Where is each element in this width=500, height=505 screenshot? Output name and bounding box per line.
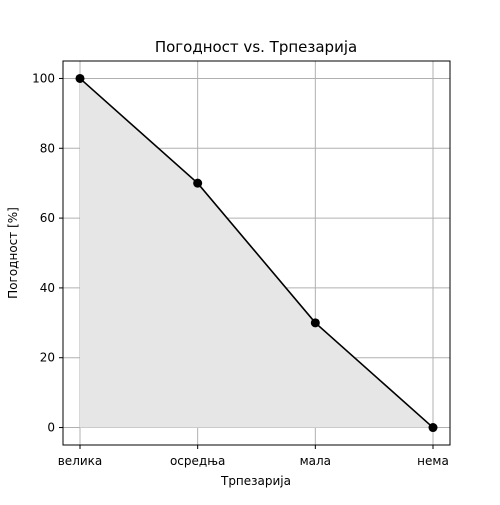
- line-layer: [79, 77, 434, 429]
- x-tick-label: осредња: [170, 454, 225, 468]
- y-ticks: 0 20 40 60 80 100: [32, 71, 63, 435]
- y-tick-label: 40: [40, 281, 55, 295]
- y-tick-label: 60: [40, 211, 55, 225]
- x-tick-label: велика: [58, 454, 103, 468]
- chart-title: Погодност vs. Трпезарија: [155, 38, 357, 56]
- marker-layer: [75, 73, 438, 433]
- y-axis-label: Погодност [%]: [6, 207, 20, 299]
- data-point: [75, 73, 85, 83]
- y-tick-label: 80: [40, 141, 55, 155]
- x-tick-label: нема: [417, 454, 449, 468]
- data-point: [310, 318, 320, 328]
- x-axis-label: Трпезарија: [220, 474, 291, 488]
- x-ticks: велика осредња мала нема: [58, 445, 449, 468]
- data-point: [428, 423, 438, 433]
- data-point: [193, 178, 203, 188]
- y-tick-label: 100: [32, 71, 55, 85]
- y-tick-label: 0: [47, 421, 55, 435]
- plot-frame: [62, 60, 451, 446]
- x-tick-label: мала: [300, 454, 331, 468]
- y-tick-label: 20: [40, 351, 55, 365]
- series-line: [79, 77, 434, 429]
